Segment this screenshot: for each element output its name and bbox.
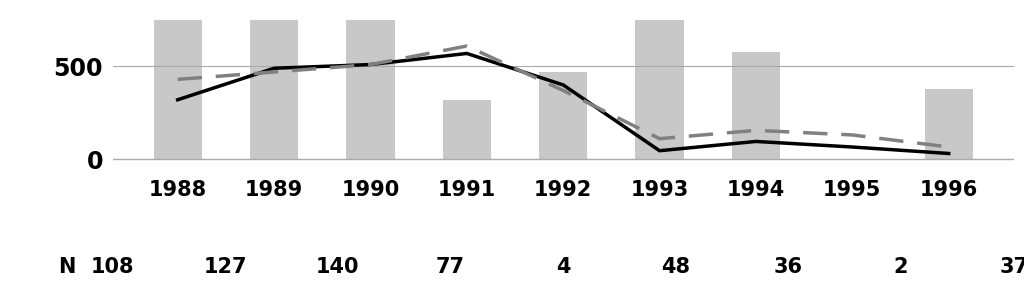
Text: N: N	[58, 257, 75, 277]
Bar	[250, 0, 298, 159]
Bar	[636, 0, 684, 159]
Text: 140: 140	[316, 257, 359, 277]
Text: 48: 48	[662, 257, 690, 277]
Bar	[925, 89, 973, 159]
Text: 77: 77	[436, 257, 465, 277]
Bar	[732, 52, 780, 159]
Bar	[442, 100, 490, 159]
Text: 37: 37	[999, 257, 1024, 277]
Bar	[154, 11, 202, 159]
Bar	[539, 72, 588, 159]
Text: 36: 36	[774, 257, 803, 277]
Text: 4: 4	[556, 257, 570, 277]
Text: 127: 127	[204, 257, 247, 277]
Text: 2: 2	[894, 257, 908, 277]
Text: 108: 108	[91, 257, 134, 277]
Bar	[346, 0, 394, 159]
